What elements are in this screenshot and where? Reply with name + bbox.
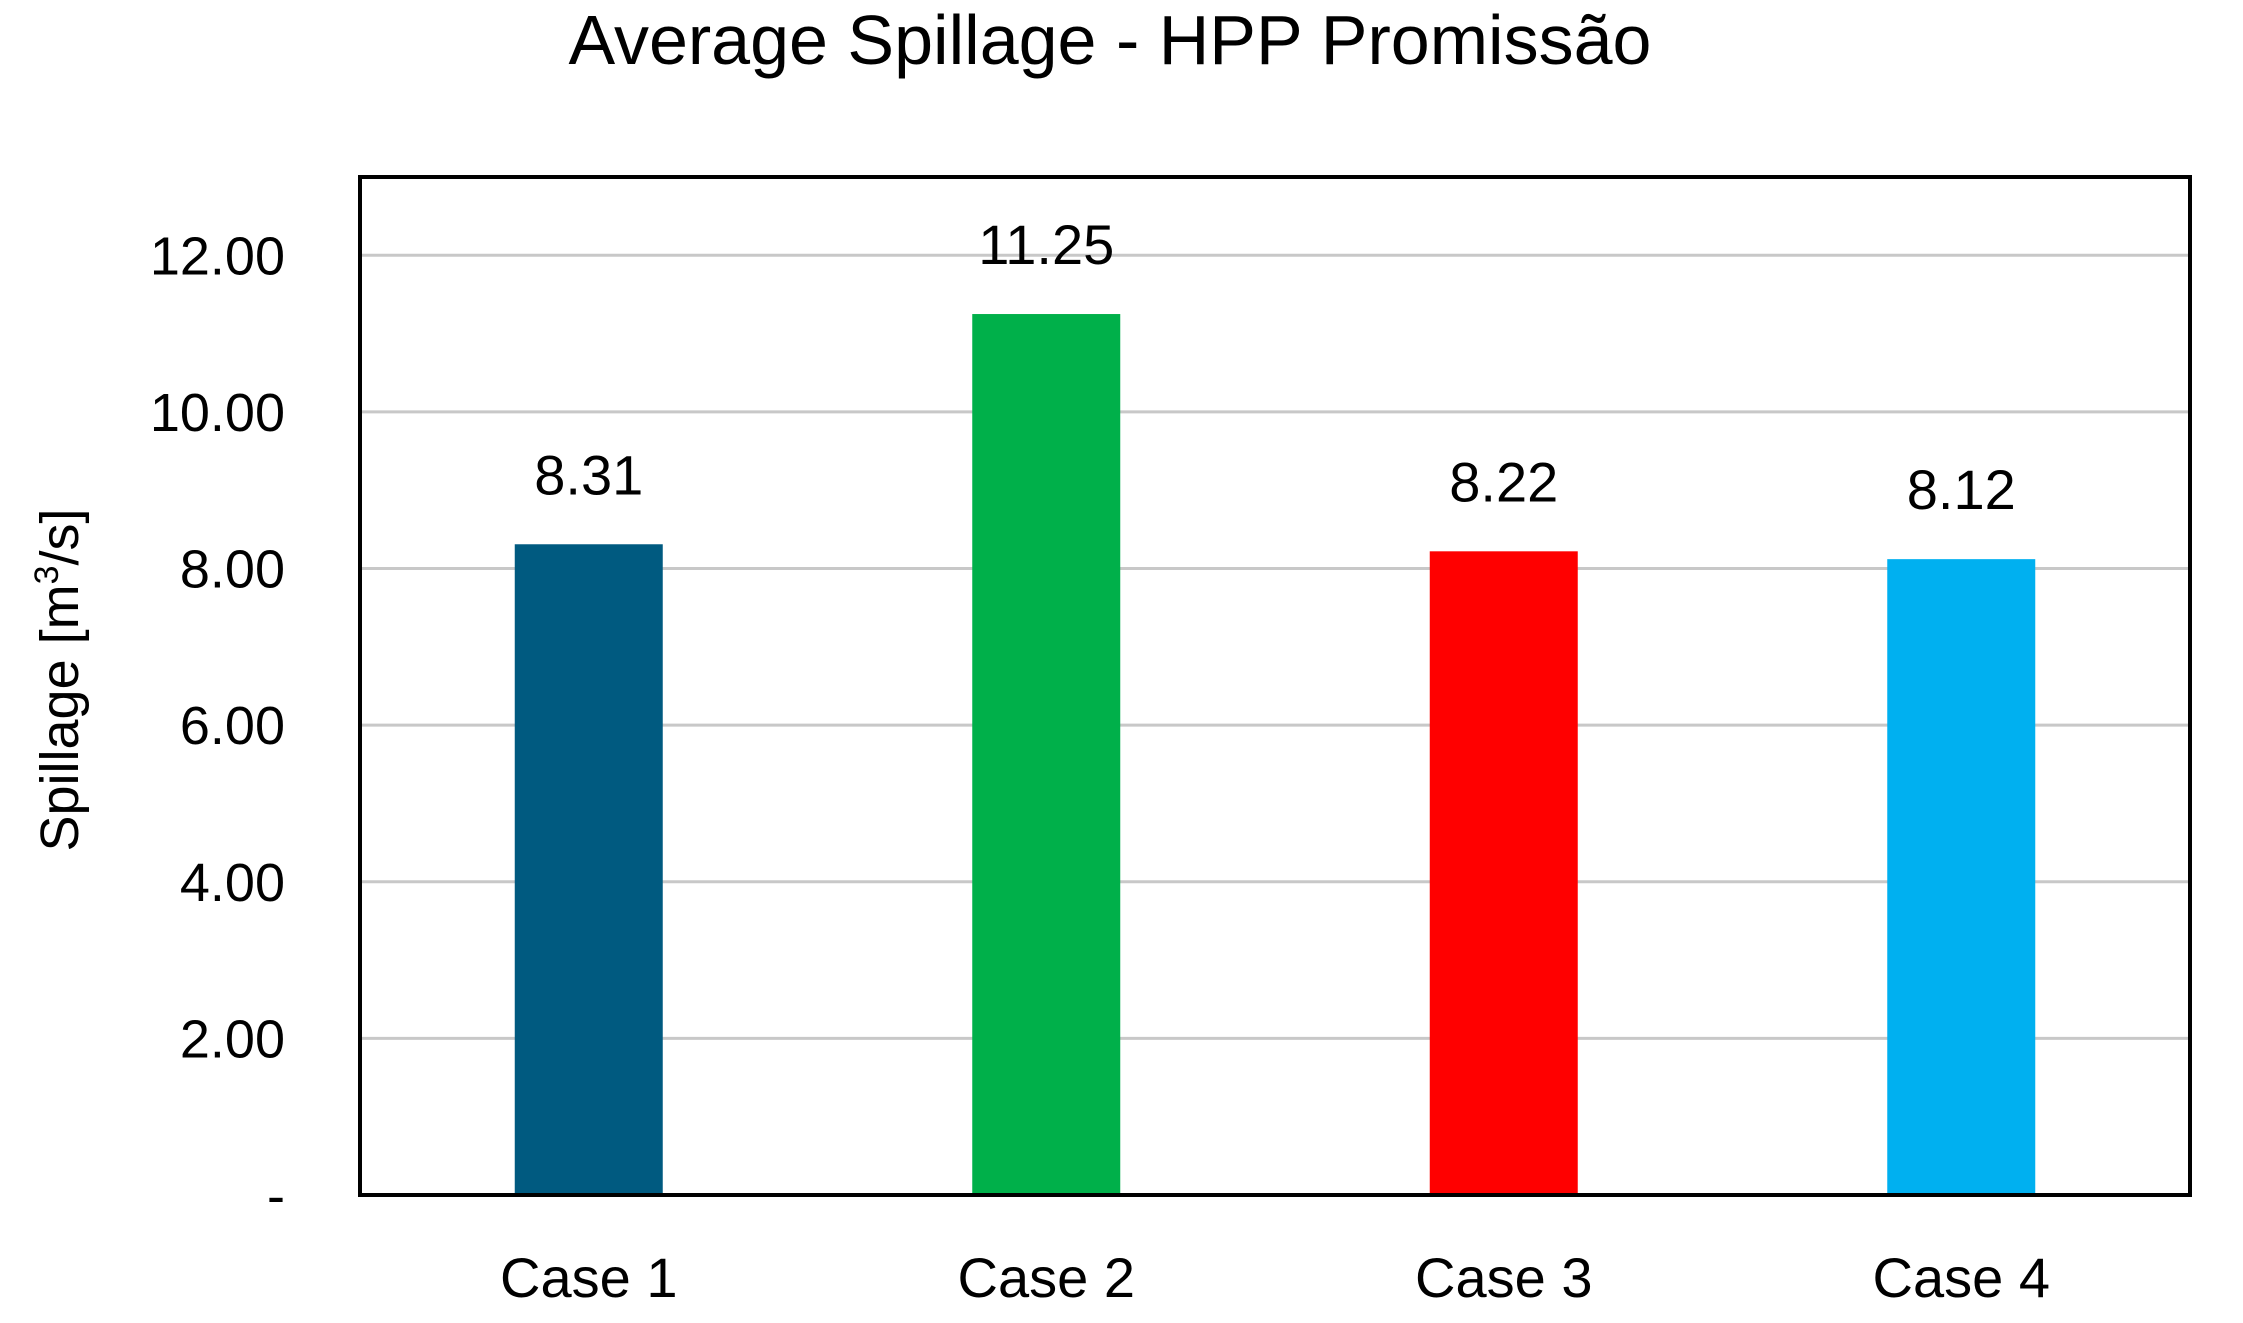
data-label: 8.22 — [1449, 450, 1558, 513]
data-label: 11.25 — [978, 213, 1114, 276]
y-tick-label: 12.00 — [150, 226, 285, 286]
data-label: 8.12 — [1907, 458, 2016, 521]
y-tick-label: - — [267, 1166, 285, 1226]
gridlines — [360, 253, 2190, 1040]
x-axis-ticks: Case 1 Case 2 Case 3 Case 4 — [500, 1246, 2050, 1309]
data-labels: 8.31 11.25 8.22 8.12 — [534, 213, 2016, 521]
chart-title: Average Spillage - HPP Promissão — [569, 1, 1652, 79]
y-tick-label: 8.00 — [180, 540, 285, 600]
x-tick-label: Case 3 — [1415, 1246, 1592, 1309]
bar-case-3 — [1429, 551, 1578, 1195]
bar-case-1 — [514, 544, 663, 1195]
bar-case-4 — [1887, 559, 2036, 1195]
y-axis-title-superscript: 3 — [28, 565, 66, 584]
y-axis-title-main: Spillage [m — [30, 584, 90, 851]
y-axis-title: Spillage [m3/s] — [28, 508, 90, 851]
bars — [514, 314, 2036, 1195]
y-tick-label: 4.00 — [180, 853, 285, 913]
y-tick-label: 10.00 — [150, 383, 285, 443]
plot-area-frame — [358, 175, 2192, 1197]
data-label: 8.31 — [534, 443, 643, 506]
y-tick-label: 6.00 — [180, 696, 285, 756]
y-axis-title-unit: /s] — [30, 508, 90, 565]
x-tick-label: Case 2 — [958, 1246, 1135, 1309]
x-tick-label: Case 4 — [1873, 1246, 2050, 1309]
y-tick-label: 2.00 — [180, 1009, 285, 1069]
y-axis-ticks: - 2.00 4.00 6.00 8.00 10.00 12.00 — [150, 226, 285, 1226]
bar-case-2 — [972, 314, 1121, 1195]
x-tick-label: Case 1 — [500, 1246, 677, 1309]
